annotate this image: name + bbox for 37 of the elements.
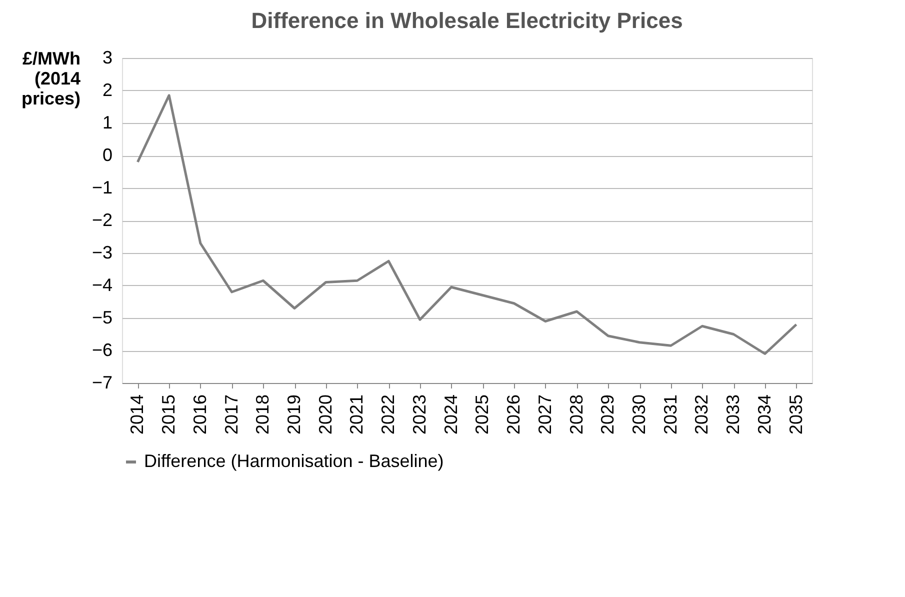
x-tick-label: 2027	[534, 394, 555, 435]
y-axis-title: £/MWh (2014 prices)	[21, 48, 80, 108]
x-tick-label: 2014	[127, 394, 148, 435]
y-tick-label: −6	[92, 340, 112, 360]
x-tick-label: 2025	[472, 394, 492, 435]
x-tick-label: 2022	[378, 394, 398, 435]
line-series	[136, 94, 798, 355]
legend-label: Difference (Harmonisation - Baseline)	[144, 451, 444, 471]
y-tick-label: −3	[92, 242, 112, 262]
x-tick-label: 2024	[440, 394, 461, 435]
x-tick-label: 2018	[252, 394, 273, 435]
x-tick-label: 2023	[409, 394, 430, 435]
y-tick-label: −7	[92, 372, 112, 392]
y-tick-label: 2	[102, 80, 112, 100]
x-tick-label: 2016	[190, 394, 210, 435]
y-tick-label: 0	[102, 145, 112, 165]
x-tick-label: 2021	[346, 394, 367, 435]
x-tick-label: 2031	[660, 394, 680, 435]
x-tick-label: 2019	[284, 394, 304, 435]
x-tick-label: 2017	[221, 394, 242, 435]
y-tick-label: −4	[92, 275, 112, 295]
x-tick-label: 2033	[723, 394, 744, 435]
x-tick-label: 2035	[786, 394, 806, 435]
y-tick-label: 1	[102, 112, 112, 132]
x-tick-label: 2030	[629, 394, 649, 435]
x-tick-label: 2015	[158, 394, 179, 435]
y-tick-label: −5	[92, 308, 112, 328]
x-tick-label: 2028	[566, 394, 586, 435]
x-tick-label: 2026	[504, 394, 524, 435]
y-tick-label: −2	[92, 210, 112, 230]
chart-title: Difference in Wholesale Electricity Prices	[251, 8, 683, 33]
x-tick-label: 2034	[754, 394, 774, 435]
x-tick-label: 2032	[692, 394, 712, 435]
x-tick-label: 2029	[598, 394, 618, 435]
y-tick-label: 3	[102, 48, 112, 68]
y-tick-label: −1	[92, 178, 112, 198]
x-tick-label: 2020	[315, 394, 336, 435]
